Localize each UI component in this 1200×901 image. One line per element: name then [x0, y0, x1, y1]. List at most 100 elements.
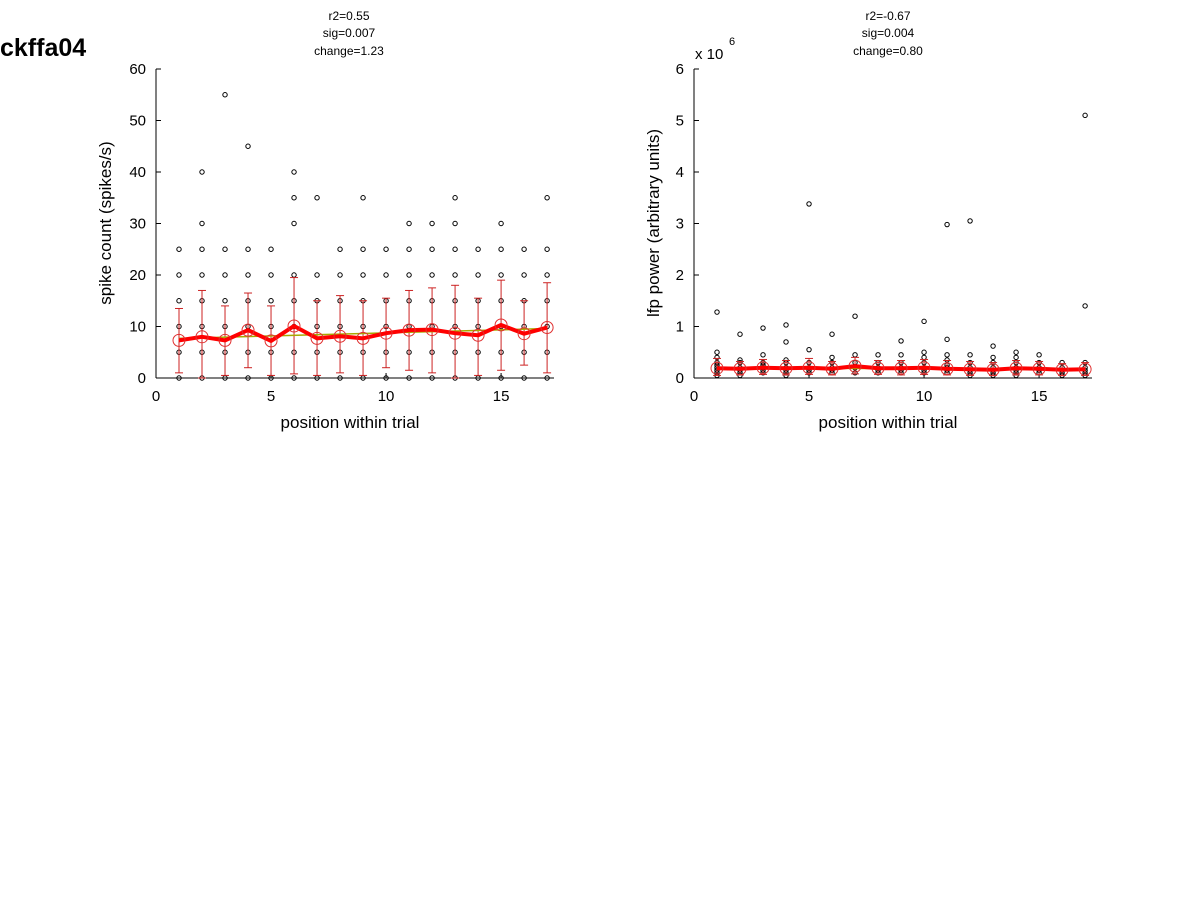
data-point	[222, 92, 228, 98]
data-point	[475, 272, 481, 278]
mean-marker	[356, 331, 370, 345]
data-point	[898, 352, 904, 358]
data-point	[176, 246, 182, 252]
data-point	[990, 354, 996, 361]
data-point	[875, 352, 881, 358]
data-point	[498, 220, 504, 227]
data-point	[222, 298, 228, 304]
y-axis-label: lfp power (arbitrary units)	[644, 129, 663, 317]
chart-annotation-change: change=0.80	[853, 44, 923, 58]
y-tick-label: 0	[676, 370, 684, 387]
data-point	[737, 331, 743, 337]
data-point	[544, 246, 550, 252]
data-point	[783, 339, 789, 345]
data-point	[360, 246, 366, 252]
x-tick-label: 10	[378, 388, 395, 405]
mean-marker	[1055, 363, 1069, 377]
mean-marker	[894, 361, 908, 375]
mean-line	[716, 364, 1086, 372]
mean-marker	[218, 333, 232, 347]
x-axis-label: position within trial	[281, 413, 420, 432]
chart-annotation-r2: r2=-0.67	[865, 9, 910, 23]
mean-line	[178, 322, 548, 343]
data-point	[291, 272, 297, 278]
mean-marker	[871, 361, 885, 375]
figure-title: ckffa04	[0, 34, 86, 62]
data-point	[176, 298, 182, 304]
data-point	[429, 272, 435, 278]
data-point	[760, 352, 766, 358]
chart-annotation-change: change=1.23	[314, 44, 384, 58]
data-point	[245, 375, 251, 381]
data-point	[967, 218, 973, 224]
data-point	[452, 246, 458, 252]
chart-lfp-power: r2=-0.67 sig=0.004 change=0.80 x 10 6 0 5…	[644, 9, 1092, 432]
data-point	[222, 272, 228, 278]
data-point	[944, 336, 950, 343]
mean-marker	[986, 363, 1000, 377]
x-tick-label: 0	[152, 388, 160, 405]
data-point	[291, 375, 297, 381]
x-tick-label: 10	[916, 388, 933, 405]
mean-marker	[940, 362, 954, 376]
data-point	[176, 272, 182, 278]
plot-area	[172, 92, 554, 381]
data-point	[452, 272, 458, 278]
data-point	[245, 246, 251, 252]
plot-area	[710, 112, 1092, 379]
data-point	[383, 246, 389, 252]
mean-marker	[379, 326, 393, 340]
y-tick-label: 40	[129, 164, 146, 181]
data-point	[360, 195, 366, 201]
x-tick-label: 15	[493, 388, 510, 405]
data-point	[1082, 112, 1088, 119]
data-point	[852, 313, 858, 319]
data-point	[944, 352, 950, 358]
data-point	[498, 246, 504, 252]
data-point	[199, 246, 205, 252]
mean-marker	[310, 331, 324, 345]
y-tick-label: 1	[676, 319, 684, 336]
mean-marker	[756, 361, 770, 375]
y-tick-label: 30	[129, 216, 146, 233]
data-point	[314, 272, 320, 278]
data-point	[337, 246, 343, 252]
data-point	[360, 272, 366, 278]
mean-marker	[494, 318, 508, 332]
data-point	[544, 195, 550, 201]
x-tick-label: 15	[1031, 388, 1048, 405]
x-tick-label: 5	[267, 388, 275, 405]
mean-marker	[1032, 362, 1046, 376]
mean-marker	[733, 362, 747, 376]
data-point	[383, 375, 389, 381]
data-point	[544, 272, 550, 278]
data-point	[921, 349, 927, 355]
y-tick-label: 5	[676, 113, 684, 130]
y-tick-label: 20	[129, 267, 146, 284]
data-point	[760, 325, 766, 331]
mean-marker	[540, 321, 554, 335]
y-tick-label: 10	[129, 319, 146, 336]
data-point	[291, 220, 297, 227]
data-point	[268, 246, 274, 252]
y-tick-label: 4	[676, 164, 684, 181]
data-point	[829, 354, 835, 361]
mean-marker	[402, 323, 416, 337]
y-tick-label: 2	[676, 267, 684, 284]
data-point	[406, 246, 412, 252]
y-axis-label: spike count (spikes/s)	[96, 141, 115, 304]
data-point	[1082, 303, 1088, 309]
data-point	[222, 246, 228, 252]
mean-marker	[195, 330, 209, 344]
data-point	[176, 375, 182, 381]
mean-marker	[517, 327, 531, 341]
data-point	[498, 272, 504, 278]
mean-marker	[917, 361, 931, 375]
mean-marker	[963, 362, 977, 376]
mean-marker	[425, 323, 439, 337]
data-point	[852, 352, 858, 358]
mean-marker	[848, 359, 862, 373]
data-point	[921, 354, 927, 361]
data-point	[429, 220, 435, 227]
